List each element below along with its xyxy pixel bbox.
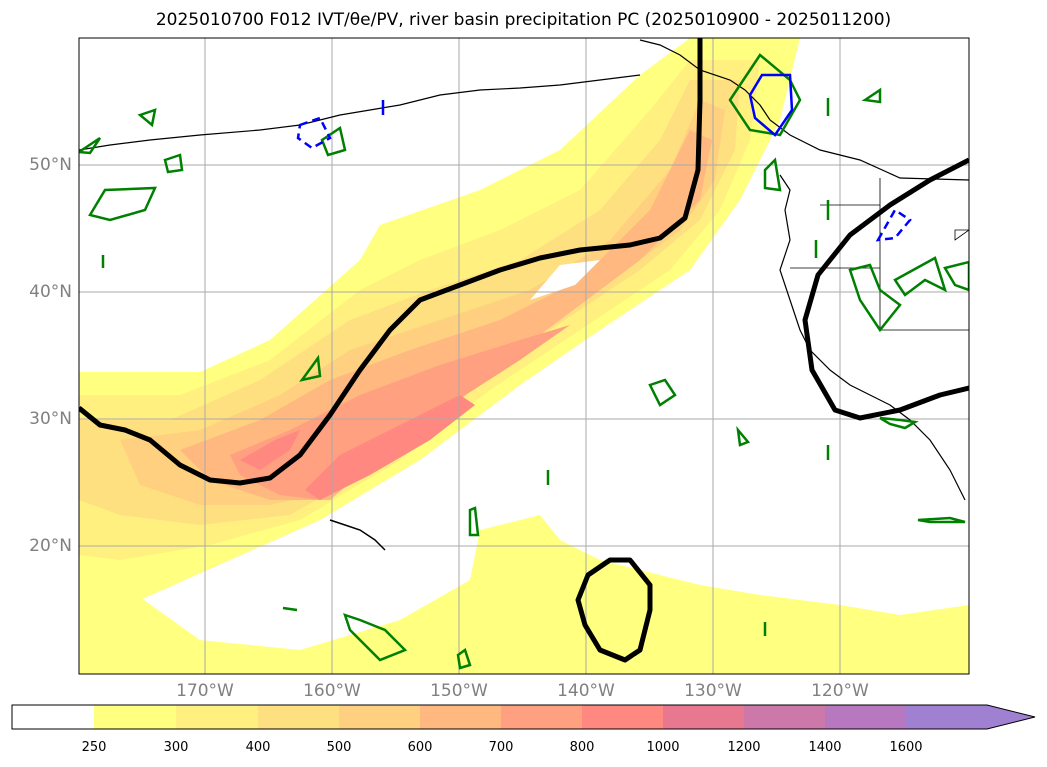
colorbar-segment: [94, 705, 176, 729]
pv-positive-contours: [79, 53, 969, 670]
map-frame: [78, 37, 970, 675]
ivt-filled-contours: [79, 38, 969, 674]
lon-label-150w: 150°W: [430, 681, 488, 701]
lat-label-30n: 30°N: [29, 409, 72, 429]
colorbar-tick-label: 700: [488, 740, 514, 755]
colorbar-tick-label: 800: [569, 740, 595, 755]
ivt-500: [120, 100, 725, 505]
ivt-800-west: [240, 430, 300, 470]
colorbar-extend-arrow: [987, 705, 1035, 729]
lon-label-140w: 140°W: [557, 681, 615, 701]
colorbar-segment: [339, 705, 420, 729]
colorbar-tick-label: 1000: [646, 740, 680, 755]
lon-label-170w: 170°W: [176, 681, 234, 701]
colorbar: [11, 704, 1036, 730]
colorbar-segment: [258, 705, 339, 729]
colorbar-tick-label: 250: [81, 740, 107, 755]
ivt-250-south: [79, 515, 969, 674]
colorbar-segment: [825, 705, 906, 729]
pv-negative-contours: [296, 73, 912, 242]
colorbar-tick-label: 1400: [808, 740, 842, 755]
colorbar-segment: [663, 705, 744, 729]
theta-e-contours: [79, 38, 969, 663]
colorbar-segment: [744, 705, 825, 729]
ivt-700: [230, 325, 570, 500]
lat-label-50n: 50°N: [29, 155, 72, 175]
colorbar-segment: [906, 705, 987, 729]
lat-label-40n: 40°N: [29, 282, 72, 302]
graticule: [79, 38, 969, 674]
colorbar-tick-label: 1200: [727, 740, 761, 755]
colorbar-segment: [420, 705, 501, 729]
lat-label-20n: 20°N: [29, 536, 72, 556]
ivt-600: [180, 130, 712, 500]
colorbar-tick-label: 300: [163, 740, 189, 755]
colorbar-segment: [501, 705, 582, 729]
lon-label-160w: 160°W: [303, 681, 361, 701]
colorbar-segment: [12, 705, 94, 729]
lon-label-120w: 120°W: [811, 681, 869, 701]
lon-label-130w: 130°W: [684, 681, 742, 701]
colorbar-segment: [582, 705, 663, 729]
ivt-800: [305, 395, 475, 500]
colorbar-tick-label: 1600: [889, 740, 923, 755]
plot-title: 2025010700 F012 IVT/θe/PV, river basin p…: [155, 10, 892, 30]
colorbar-tick-label: 400: [245, 740, 271, 755]
colorbar-tick-label: 500: [326, 740, 352, 755]
ivt-cutout: [530, 260, 600, 300]
colorbar-tick-label: 600: [407, 740, 433, 755]
colorbar-segment: [176, 705, 258, 729]
